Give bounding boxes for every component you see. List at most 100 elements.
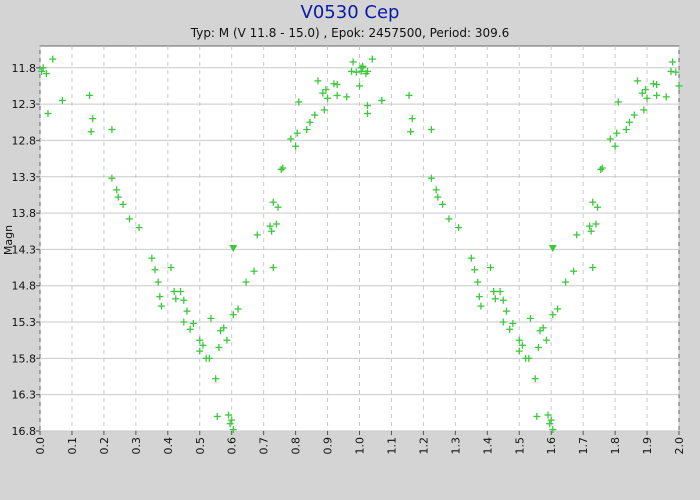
x-tick-label: 0.4: [162, 437, 175, 455]
data-point: [486, 264, 494, 272]
y-tick-label: 15.3: [12, 316, 37, 329]
y-tick-label: 15.8: [12, 352, 37, 365]
x-tick-label: 2.0: [673, 437, 686, 455]
data-point: [183, 307, 191, 315]
y-tick-label: 13.3: [12, 171, 37, 184]
data-point: [266, 222, 274, 230]
data-point: [356, 82, 363, 90]
data-point: [180, 318, 188, 326]
data-point: [669, 58, 677, 66]
data-point: [228, 416, 236, 424]
data-point: [225, 411, 233, 419]
data-point: [502, 307, 510, 315]
data-point: [226, 420, 234, 428]
data-point: [533, 412, 541, 420]
data-point: [546, 420, 554, 428]
x-tick-label: 0.2: [98, 437, 111, 455]
data-point: [253, 231, 261, 239]
x-tick-label: 0.0: [34, 437, 47, 455]
data-point: [363, 102, 371, 110]
data-point: [518, 341, 526, 349]
data-point: [205, 354, 213, 362]
data-point: [196, 347, 204, 355]
data-point: [229, 426, 237, 434]
data-point: [213, 412, 221, 420]
data-point: [614, 98, 622, 106]
x-tick-label: 1.1: [385, 437, 398, 455]
data-point: [363, 110, 371, 118]
data-point: [359, 62, 367, 70]
data-point: [633, 77, 641, 85]
data-point: [333, 91, 341, 99]
x-tick-label: 1.4: [481, 437, 494, 455]
data-point: [490, 288, 498, 296]
data-point: [549, 311, 557, 319]
data-point: [475, 293, 483, 301]
data-point: [125, 215, 133, 223]
data-point: [509, 319, 517, 327]
chart-subtitle: Typ: M (V 11.8 - 15.0) , Epok: 2457500, …: [190, 26, 509, 40]
data-point: [180, 296, 188, 304]
data-point: [506, 325, 514, 333]
data-point: [622, 126, 630, 134]
data-point: [613, 129, 621, 137]
data-point: [562, 278, 570, 286]
data-point: [405, 91, 413, 99]
data-point: [156, 293, 164, 301]
data-point: [157, 302, 165, 310]
data-point: [119, 200, 127, 208]
data-point: [496, 288, 504, 296]
x-tick-label: 0.7: [258, 437, 271, 455]
data-point: [515, 347, 523, 355]
data-point: [170, 288, 178, 296]
data-point: [199, 341, 207, 349]
x-tick-label: 1.7: [577, 437, 590, 455]
data-point: [87, 128, 95, 136]
data-point: [186, 325, 194, 333]
x-tick-label: 1.2: [417, 437, 430, 455]
data-point: [611, 142, 619, 150]
y-tick-label: 14.8: [12, 280, 37, 293]
data-point: [427, 126, 435, 134]
x-axis-ticks: 0.0 0.1 0.2 0.3 0.4 0.5 0.6 0.7 0.8 0.9 1.0 1.1 1.2 1…: [34, 431, 686, 455]
data-point: [539, 324, 547, 332]
data-point: [638, 89, 646, 97]
y-axis-ticks: 11.8 12.3 12.8 13.3 13.8 14.3 14.8 15.3 15.8 16.3…: [12, 62, 40, 438]
data-point: [44, 110, 52, 118]
data-point: [653, 91, 661, 99]
data-point: [319, 89, 327, 97]
data-point: [293, 129, 301, 137]
x-tick-label: 1.5: [513, 437, 526, 455]
data-point: [589, 198, 597, 206]
data-point: [229, 311, 237, 319]
data-point: [427, 174, 435, 182]
data-point: [499, 296, 507, 304]
data-point: [242, 278, 250, 286]
data-point: [306, 118, 314, 126]
x-tick-label: 0.3: [130, 437, 143, 455]
data-point: [455, 224, 463, 232]
data-point: [89, 115, 97, 123]
data-point: [320, 106, 328, 114]
data-point: [311, 111, 319, 119]
data-point: [292, 142, 300, 150]
data-point: [167, 264, 175, 272]
data-point: [630, 111, 638, 119]
data-point: [625, 118, 633, 126]
data-point: [573, 231, 581, 239]
data-point: [531, 375, 539, 383]
data-point: [525, 354, 533, 362]
data-point: [515, 336, 523, 344]
data-point: [172, 295, 180, 303]
data-point: [135, 224, 143, 232]
x-tick-label: 1.9: [641, 437, 654, 455]
data-point: [491, 295, 499, 303]
data-point: [348, 67, 356, 75]
data-point: [407, 128, 415, 136]
data-point: [547, 416, 555, 424]
data-point: [343, 93, 351, 101]
x-tick-label: 0.8: [290, 437, 303, 455]
data-point: [49, 55, 57, 63]
x-tick-label: 1.6: [545, 437, 558, 455]
data-point: [439, 200, 447, 208]
